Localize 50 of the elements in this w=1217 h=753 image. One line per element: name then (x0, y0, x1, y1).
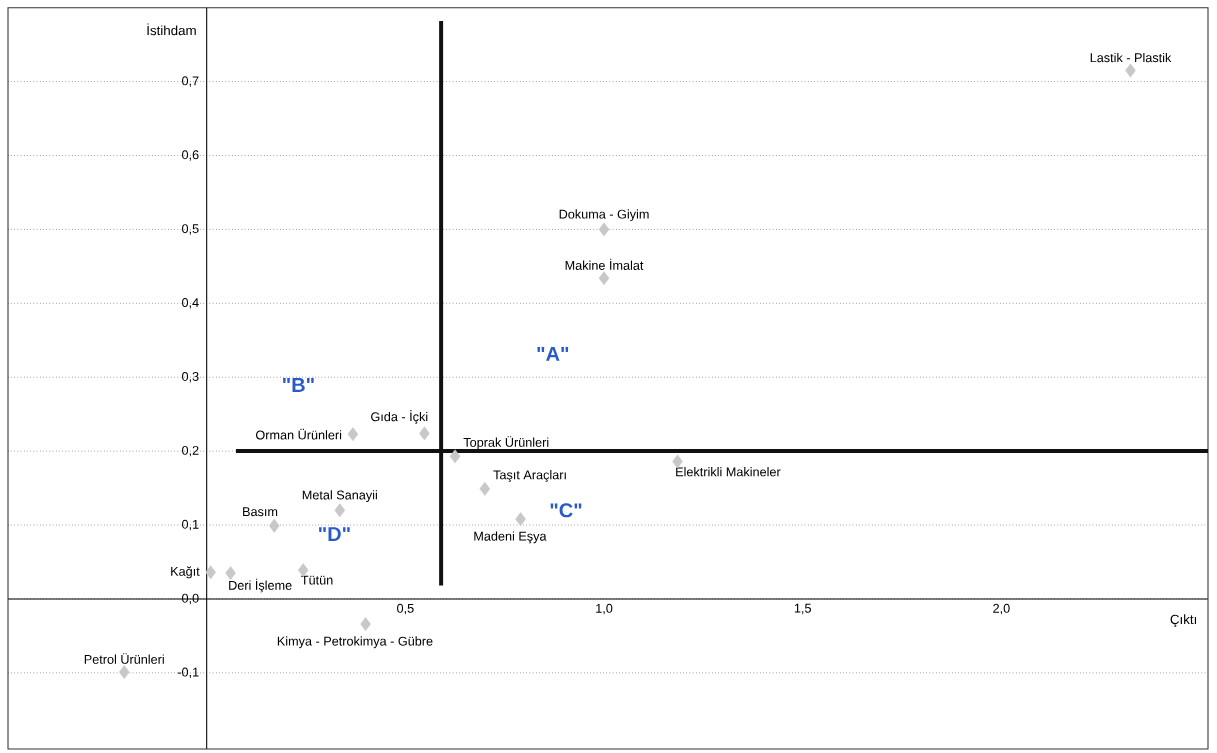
series-label: Petrol Ürünleri (84, 653, 164, 664)
point (479, 481, 491, 496)
series-label: Deri İşleme (229, 578, 292, 593)
point (268, 518, 280, 533)
series-label: Metal Sanayii (302, 490, 377, 502)
x-tick-label: 1,5 (794, 603, 811, 615)
series-label: Dokuma - Giyim (559, 209, 649, 222)
series-label: Toprak Ürünleri (463, 436, 549, 450)
y-tick-label: 0,0 (182, 593, 199, 605)
y-tick-label: 0,6 (182, 150, 199, 161)
series-label: Elektrikli Makineler (676, 467, 781, 477)
point (347, 427, 359, 442)
point (449, 449, 461, 464)
y-axis-title: İstihdam (147, 23, 196, 36)
point (225, 566, 236, 581)
y-tick-label: 0,4 (182, 298, 199, 309)
series-label: Basım (243, 507, 278, 517)
point (334, 503, 346, 518)
y-tick-label: 0,5 (182, 224, 199, 235)
point (205, 565, 216, 580)
series-label: Makine İmalat (565, 258, 644, 270)
x-tick-label: 2,0 (993, 603, 1010, 615)
point (1125, 63, 1136, 78)
series-label: Kağıt (171, 566, 200, 579)
y-tick-label: 0,1 (182, 519, 199, 531)
annotation: "A" (537, 346, 569, 361)
y-tick-label: 0,3 (182, 371, 199, 383)
point (598, 222, 610, 237)
series-label: Madeni Eşya (474, 531, 547, 544)
annotation: "C" (550, 503, 582, 518)
y-tick-label: 0,7 (182, 76, 199, 87)
point (419, 426, 430, 441)
point (672, 454, 683, 469)
y-tick-label: 0,2 (182, 445, 199, 457)
x-axis-title: Çıktı (1170, 614, 1197, 627)
x-tick-label: 0,5 (397, 603, 414, 615)
x-tick-label: 1,0 (596, 603, 613, 615)
annotation: "D" (319, 527, 350, 541)
y-tick-label: -0,1 (177, 667, 199, 679)
point (598, 271, 610, 286)
series-label: Kimya - Petrokimya - Gübre (277, 636, 433, 649)
point (515, 512, 526, 527)
point (360, 617, 371, 632)
series-label: Orman Ürünleri (256, 428, 342, 440)
series-label: Lastik - Plastik (1090, 52, 1172, 63)
series-label: Tütün (301, 575, 333, 585)
point (118, 665, 130, 680)
annotation: "B" (283, 378, 314, 392)
series-label: Gıda - İçki (371, 410, 428, 424)
series-label: Taşıt Araçları (493, 470, 566, 482)
